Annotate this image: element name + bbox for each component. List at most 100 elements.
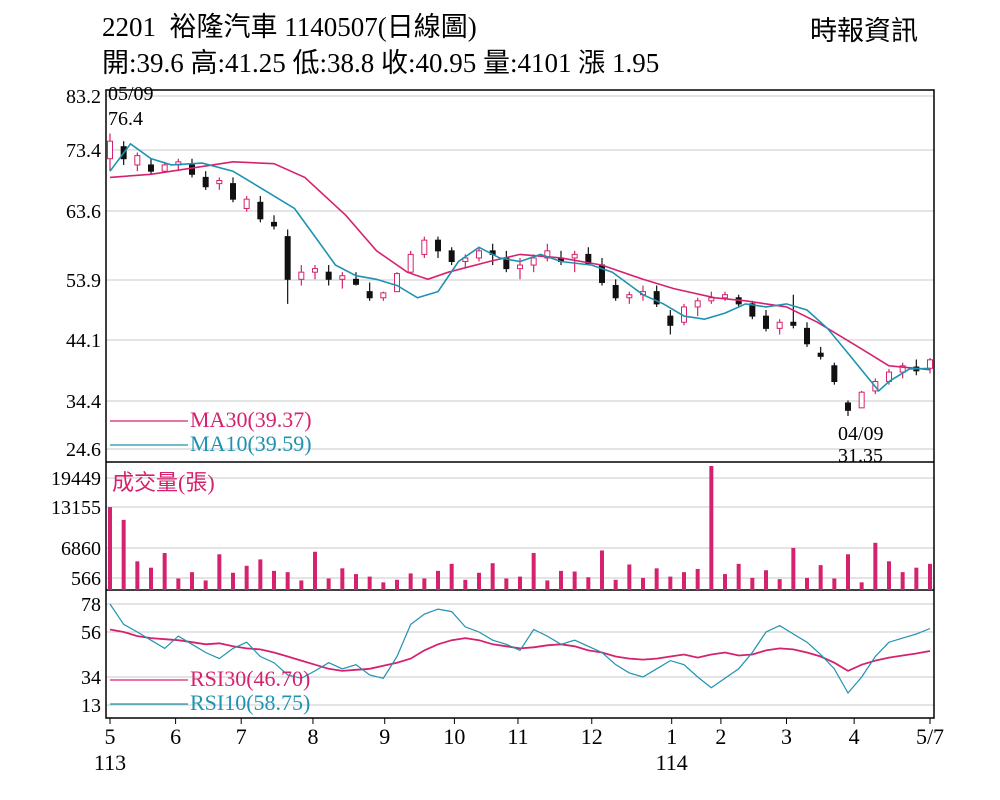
volume-panel	[108, 466, 932, 590]
volume-title: 成交量(張)	[112, 470, 215, 495]
price-tick-label: 24.6	[66, 439, 101, 461]
volume-bar	[217, 554, 222, 590]
volume-bar	[600, 550, 604, 590]
month-label: 3	[781, 724, 792, 749]
volume-bar	[463, 579, 468, 590]
month-label: 12	[581, 724, 603, 749]
volume-bar	[381, 582, 386, 590]
candle-body	[831, 365, 838, 383]
source-label: 時報資訊	[810, 16, 918, 46]
volume-tick-label: 19449	[51, 468, 101, 490]
rsi30-line	[109, 628, 931, 672]
volume-bar	[422, 578, 427, 590]
candle-body	[817, 352, 824, 357]
ohlc-summary: 開:39.6 高:41.25 低:38.8 收:40.95 量:4101 漲 1…	[102, 48, 660, 78]
volume-tick-label: 566	[71, 568, 101, 590]
volume-bar	[846, 554, 850, 590]
candle-body	[353, 278, 359, 285]
candle-body	[271, 221, 277, 227]
volume-bar	[176, 578, 181, 590]
candle-body	[858, 391, 865, 409]
candle-body	[394, 273, 400, 293]
candle-body	[202, 176, 209, 188]
chart-title: 2201 裕隆汽車 1140507(日線圖)	[102, 12, 477, 42]
high-date-label: 05/09	[108, 83, 154, 105]
candle-body	[284, 236, 291, 280]
volume-bar	[818, 565, 823, 590]
price-tick-label: 63.6	[66, 201, 101, 223]
volume-bar	[559, 570, 563, 590]
high-value-label: 76.4	[108, 108, 143, 130]
volume-bar	[668, 576, 673, 590]
rsi-tick-label: 13	[81, 695, 101, 717]
month-label: 5	[105, 724, 116, 749]
year-label: 113	[94, 750, 126, 775]
candle-body	[189, 164, 195, 175]
volume-bar	[586, 577, 591, 590]
volume-bar	[203, 580, 208, 590]
volume-bar	[805, 577, 809, 590]
candle-body	[462, 257, 469, 263]
month-label: 2	[715, 724, 726, 749]
volume-bar	[244, 565, 249, 590]
volume-bar	[914, 567, 919, 590]
candle-body	[612, 285, 619, 299]
candle-body	[776, 321, 783, 329]
candle-body	[517, 264, 523, 270]
volume-bar	[900, 572, 905, 590]
volume-bar	[791, 547, 796, 590]
month-label: 11	[507, 724, 528, 749]
candle-body	[161, 164, 168, 172]
candle-body	[216, 180, 223, 185]
volume-bar	[490, 563, 495, 590]
volume-bar	[873, 542, 878, 590]
price-tick-label: 73.4	[66, 140, 101, 162]
chart-frame	[105, 89, 935, 719]
volume-bar	[121, 519, 126, 590]
volume-bar	[682, 572, 686, 590]
month-label: 10	[443, 724, 465, 749]
volume-bar	[313, 551, 317, 590]
volume-bar	[285, 572, 290, 590]
candle-body	[530, 257, 537, 266]
volume-bar	[272, 570, 276, 590]
volume-bar	[231, 572, 235, 590]
grid-layer	[106, 95, 934, 706]
volume-bar	[695, 568, 700, 590]
candle-body	[845, 402, 851, 411]
month-label: 5/7	[916, 724, 944, 749]
month-label: 6	[170, 724, 181, 749]
volume-bar	[449, 563, 454, 590]
rsi-tick-label: 34	[81, 667, 101, 689]
price-tick-label: 44.1	[66, 330, 101, 352]
candle-body	[790, 321, 797, 326]
rsi-panel	[109, 603, 931, 695]
volume-bar	[654, 568, 659, 590]
candle-body	[653, 291, 660, 305]
rsi-tick-label: 56	[81, 622, 101, 644]
volume-bar	[477, 572, 481, 590]
ma30-line	[109, 160, 931, 371]
volume-bar	[572, 571, 577, 590]
candle-body	[749, 303, 756, 317]
candle-body	[544, 250, 551, 259]
volume-bar	[299, 580, 304, 590]
price-tick-label: 34.4	[66, 391, 101, 413]
volume-bar	[436, 570, 440, 590]
candle-body	[476, 250, 482, 259]
candle-body	[448, 250, 455, 263]
price-panel	[107, 133, 933, 416]
candle-body	[380, 292, 387, 299]
volume-bar	[258, 559, 263, 590]
volume-bar	[887, 561, 891, 590]
month-label: 7	[236, 724, 247, 749]
volume-bar	[832, 578, 837, 590]
candle-body	[107, 140, 113, 160]
candle-body	[435, 239, 441, 252]
volume-bar	[859, 582, 864, 590]
month-label: 1	[666, 724, 677, 749]
candle-body	[134, 155, 141, 166]
month-label: 8	[307, 724, 318, 749]
volume-bar	[162, 553, 167, 590]
